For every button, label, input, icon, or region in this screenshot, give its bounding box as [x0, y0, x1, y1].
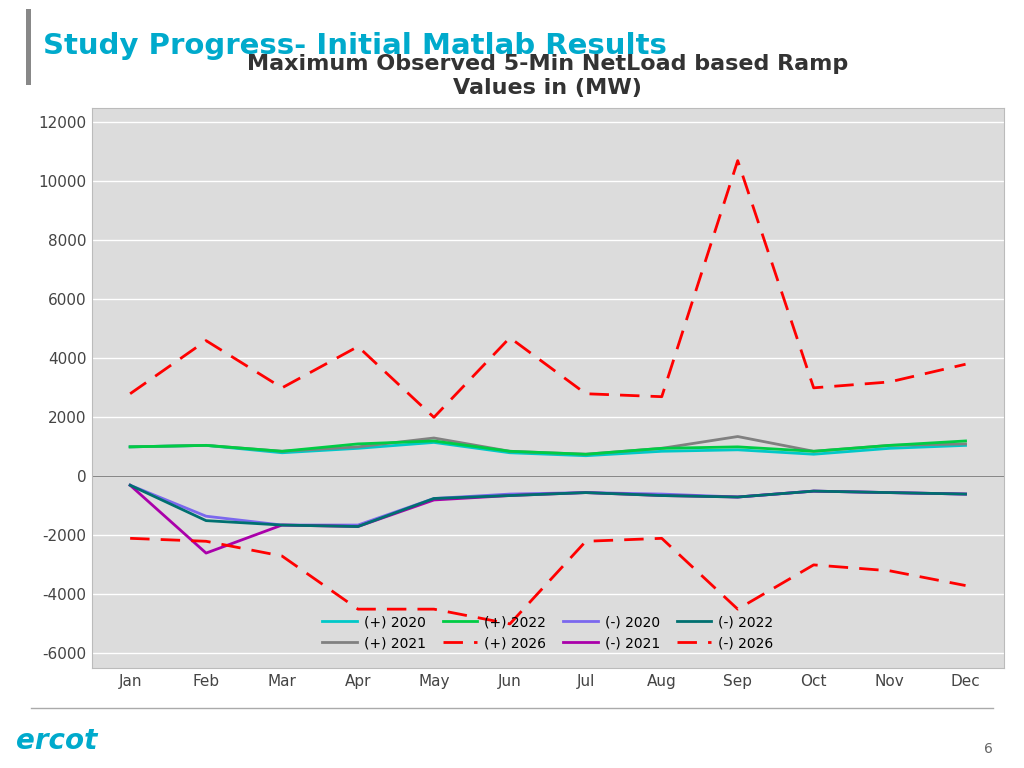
Text: ercot: ercot: [15, 727, 97, 755]
Bar: [26, 9, 31, 84]
Text: 6: 6: [984, 742, 992, 756]
Text: Study Progress- Initial Matlab Results: Study Progress- Initial Matlab Results: [43, 32, 667, 60]
Legend: (+) 2020, (+) 2021, (+) 2022, (+) 2026, (-) 2020, (-) 2021, (-) 2022, (-) 2026: (+) 2020, (+) 2021, (+) 2022, (+) 2026, …: [316, 610, 779, 656]
Title: Maximum Observed 5-Min NetLoad based Ramp
Values in (MW): Maximum Observed 5-Min NetLoad based Ram…: [247, 55, 849, 98]
